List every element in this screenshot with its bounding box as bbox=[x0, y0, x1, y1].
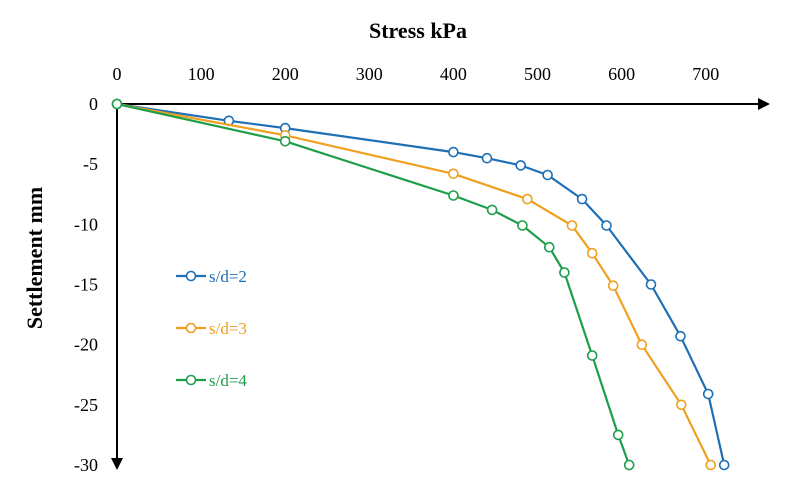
x-axis-title: Stress kPa bbox=[369, 18, 467, 43]
x-tick-label: 0 bbox=[113, 64, 122, 84]
legend-label: s/d=4 bbox=[209, 371, 247, 390]
data-point bbox=[586, 247, 598, 259]
data-point bbox=[718, 459, 730, 471]
x-tick-label: 500 bbox=[524, 64, 551, 84]
y-tick-label: -5 bbox=[83, 154, 98, 174]
data-point bbox=[517, 220, 528, 231]
series-line bbox=[116, 102, 631, 466]
legend-item: s/d=2 bbox=[176, 267, 247, 286]
axes: 0 100 200 300 400 500 600 700 0 -5 -10 -15 -20 -25 -30 bbox=[74, 64, 770, 475]
y-tick-label: 0 bbox=[89, 94, 98, 114]
data-point bbox=[607, 280, 619, 292]
x-tick-label: 400 bbox=[440, 64, 467, 84]
legend-item: s/d=3 bbox=[176, 319, 247, 338]
x-tick-label: 600 bbox=[608, 64, 635, 84]
data-point bbox=[515, 160, 527, 171]
x-tick-label: 100 bbox=[188, 64, 215, 84]
data-point bbox=[601, 220, 612, 231]
data-point bbox=[481, 152, 493, 164]
data-point bbox=[675, 399, 687, 411]
data-point bbox=[448, 190, 459, 201]
data-point bbox=[543, 241, 555, 253]
legend-swatch-marker bbox=[185, 322, 197, 334]
y-tick-label: -25 bbox=[74, 395, 98, 415]
data-point bbox=[612, 429, 624, 441]
data-point bbox=[586, 350, 598, 361]
series-3 bbox=[111, 98, 635, 471]
data-point bbox=[645, 279, 657, 290]
y-axis-title: Settlement mm bbox=[22, 187, 47, 329]
legend-label: s/d=2 bbox=[209, 267, 247, 286]
data-point bbox=[279, 136, 291, 147]
y-tick-label: -30 bbox=[74, 455, 98, 475]
data-point bbox=[675, 330, 686, 342]
data-point bbox=[448, 146, 459, 158]
data-point bbox=[576, 193, 588, 205]
data-point bbox=[522, 193, 533, 205]
data-point bbox=[636, 339, 648, 351]
data-point bbox=[705, 459, 717, 471]
y-axis-arrow bbox=[111, 458, 123, 470]
data-point bbox=[486, 204, 498, 216]
x-axis-arrow bbox=[758, 98, 770, 110]
data-point bbox=[448, 168, 459, 180]
x-tick-label: 700 bbox=[692, 64, 719, 84]
legend-label: s/d=3 bbox=[209, 319, 247, 338]
legend: s/d=2 s/d=3 s/d=4 bbox=[176, 267, 247, 390]
data-point bbox=[542, 169, 553, 181]
data-point bbox=[566, 220, 578, 231]
data-point bbox=[559, 267, 570, 278]
data-point bbox=[623, 459, 635, 471]
y-tick-label: -10 bbox=[74, 214, 98, 234]
x-tick-label: 200 bbox=[272, 64, 299, 84]
series-line bbox=[116, 102, 712, 466]
y-tick-label: -15 bbox=[74, 275, 98, 295]
legend-swatch-marker bbox=[185, 374, 197, 386]
series-2 bbox=[111, 98, 717, 471]
data-point bbox=[111, 98, 123, 110]
data-point bbox=[702, 388, 714, 400]
legend-swatch-marker bbox=[185, 270, 197, 282]
series-layer bbox=[111, 98, 730, 471]
y-tick-label: -20 bbox=[74, 335, 98, 355]
series-1 bbox=[111, 98, 730, 471]
legend-item: s/d=4 bbox=[176, 371, 247, 390]
x-tick-label: 300 bbox=[356, 64, 383, 84]
